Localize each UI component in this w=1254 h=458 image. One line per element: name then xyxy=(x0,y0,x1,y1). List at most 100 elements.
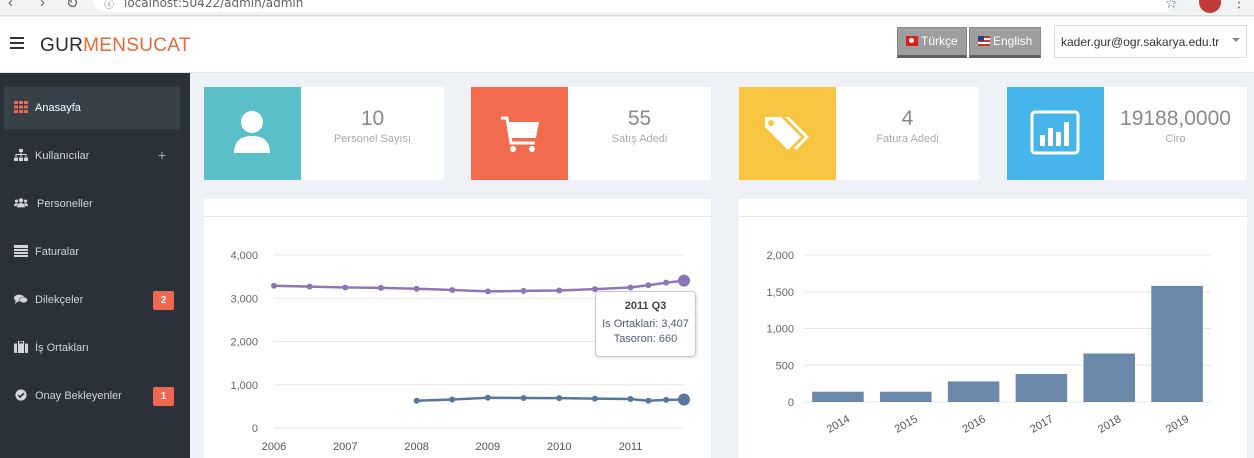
stat-icon-box xyxy=(204,87,301,180)
comments-icon xyxy=(14,294,28,304)
data-point xyxy=(449,287,456,294)
bar xyxy=(1083,353,1136,402)
y-tick-label: 2,000 xyxy=(766,250,794,262)
data-point xyxy=(627,396,634,403)
stat-value: 4 xyxy=(901,107,914,130)
data-point xyxy=(645,397,652,404)
stat-value: 19188,0000 xyxy=(1120,107,1231,130)
cart-icon xyxy=(501,116,539,152)
sidebar-item-label: Anasayfa xyxy=(35,102,81,114)
sidebar-item-kullanicilar[interactable]: Kullanıcılar + xyxy=(4,135,180,177)
sidebar-item-is-ortaklari[interactable]: İş Ortakları xyxy=(4,327,180,369)
x-tick-label: 2019 xyxy=(1164,413,1191,436)
x-tick-label: 2017 xyxy=(1028,413,1055,436)
sitemap-icon xyxy=(14,149,28,161)
stat-icon-box xyxy=(739,87,836,180)
brand-part1: GUR xyxy=(40,35,84,56)
brand-part2: MENSUCAT xyxy=(83,35,191,56)
sidebar-item-personeller[interactable]: Personeller xyxy=(4,183,180,225)
reload-icon[interactable]: ↻ xyxy=(66,0,79,12)
line-chart[interactable]: 0 1,000 2,000 3,000 4,000 2006 2007 2008 2009 201… xyxy=(204,199,711,458)
browser-menu-icon[interactable]: ⋮ xyxy=(1232,0,1246,10)
notification-badge: 2 xyxy=(153,291,174,310)
sidebar-item-faturalar[interactable]: Faturalar xyxy=(4,231,180,273)
tooltip-title: 2011 Q3 xyxy=(624,300,667,312)
y-tick-label: 1,500 xyxy=(766,287,794,299)
data-point xyxy=(449,396,456,403)
stat-card-ciro: 19188,0000 Ciro xyxy=(1007,87,1247,180)
stat-card-personel: 10 Personel Sayısı xyxy=(204,87,444,180)
x-tick-label: 2011 xyxy=(619,441,643,453)
stat-caption: Fatura Adedi xyxy=(876,133,939,145)
bar xyxy=(879,391,932,402)
notification-badge: 1 xyxy=(153,387,174,406)
data-point xyxy=(678,393,690,406)
sidebar-item-onay-bekleyenler[interactable]: Onay Bekleyenler 1 xyxy=(4,375,180,417)
lang-english-button[interactable]: English xyxy=(969,27,1042,58)
stat-value: 10 xyxy=(360,107,385,130)
sidebar-item-label: Dilekçeler xyxy=(35,294,84,306)
y-tick-label: 3,000 xyxy=(230,293,258,305)
hamburger-menu-icon[interactable] xyxy=(10,37,24,49)
forward-icon[interactable]: › xyxy=(40,0,45,11)
sidebar-item-label: Kullanıcılar xyxy=(35,150,90,162)
user-menu-dropdown[interactable]: kader.gur@ogr.sakarya.edu.tr xyxy=(1054,25,1247,58)
tooltip-series2: Tasoron: 660 xyxy=(613,333,678,345)
sidebar-item-label: İş Ortakları xyxy=(35,342,89,354)
data-point xyxy=(484,288,491,295)
stat-value: 55 xyxy=(627,107,652,130)
user-email: kader.gur@ogr.sakarya.edu.tr xyxy=(1061,35,1220,49)
x-tick-label: 2006 xyxy=(262,441,286,453)
back-icon[interactable]: ‹ xyxy=(8,0,13,11)
data-point xyxy=(591,286,598,293)
info-icon: ⓘ xyxy=(104,0,114,11)
data-point xyxy=(306,283,313,290)
address-bar[interactable]: ⓘ localhost:50422/admin/admin xyxy=(94,0,1174,12)
data-point xyxy=(591,395,598,402)
x-tick-label: 2008 xyxy=(404,441,428,453)
bar-chart-icon xyxy=(1030,110,1080,155)
data-point xyxy=(663,279,670,286)
y-tick-label: 2,000 xyxy=(230,337,258,349)
bookmark-star-icon[interactable]: ☆ xyxy=(1165,0,1178,11)
sidebar-item-dilekceler[interactable]: Dilekçeler 2 xyxy=(4,279,180,321)
stat-caption: Ciro xyxy=(1165,133,1186,145)
data-point xyxy=(520,394,527,401)
profile-avatar[interactable] xyxy=(1199,0,1221,13)
panel-header xyxy=(204,199,711,217)
y-tick-label: 1,000 xyxy=(230,380,258,392)
y-tick-label: 4,000 xyxy=(230,250,258,262)
expand-plus-icon[interactable]: + xyxy=(157,147,166,163)
browser-toolbar: ‹ › ↻ ⓘ localhost:50422/admin/admin ☆ ⋮ xyxy=(0,0,1254,16)
sidebar-item-label: Personeller xyxy=(37,198,93,210)
data-point xyxy=(413,285,420,292)
data-point xyxy=(342,284,349,291)
x-tick-label: 2009 xyxy=(476,441,500,453)
series-line xyxy=(416,396,685,403)
sidebar: Anasayfa Kullanıcılar + Personeller Fatu… xyxy=(0,73,190,458)
y-tick-label: 1,000 xyxy=(766,324,794,336)
stat-card-satis: 55 Satış Adedi xyxy=(471,87,711,180)
sidebar-item-anasayfa[interactable]: Anasayfa xyxy=(4,87,180,129)
url-text: localhost:50422/admin/admin xyxy=(124,0,304,10)
data-point xyxy=(678,274,690,287)
data-point xyxy=(484,394,491,401)
data-point xyxy=(627,284,634,291)
stat-caption: Personel Sayısı xyxy=(333,133,412,145)
y-tick-label: 500 xyxy=(776,360,794,372)
x-tick-label: 2018 xyxy=(1096,413,1123,436)
check-circle-icon xyxy=(15,389,27,401)
bar-chart[interactable]: 0 500 1,000 1,500 2,000 2014 2015 2016 2017 2018 2… xyxy=(739,199,1247,458)
table-icon xyxy=(14,245,28,257)
data-point xyxy=(271,282,277,289)
sidebar-item-label: Faturalar xyxy=(35,246,80,258)
data-point xyxy=(520,287,527,294)
lang-turkish-button[interactable]: Türkçe xyxy=(897,27,967,58)
tags-icon xyxy=(765,117,809,150)
bar xyxy=(1151,285,1203,402)
stat-icon-box xyxy=(1007,87,1104,180)
stat-card-fatura: 4 Fatura Adedi xyxy=(739,87,979,180)
brand-logo[interactable]: GURMENSUCAT xyxy=(40,35,191,57)
bar xyxy=(1015,374,1068,402)
y-tick-label: 0 xyxy=(252,423,258,435)
